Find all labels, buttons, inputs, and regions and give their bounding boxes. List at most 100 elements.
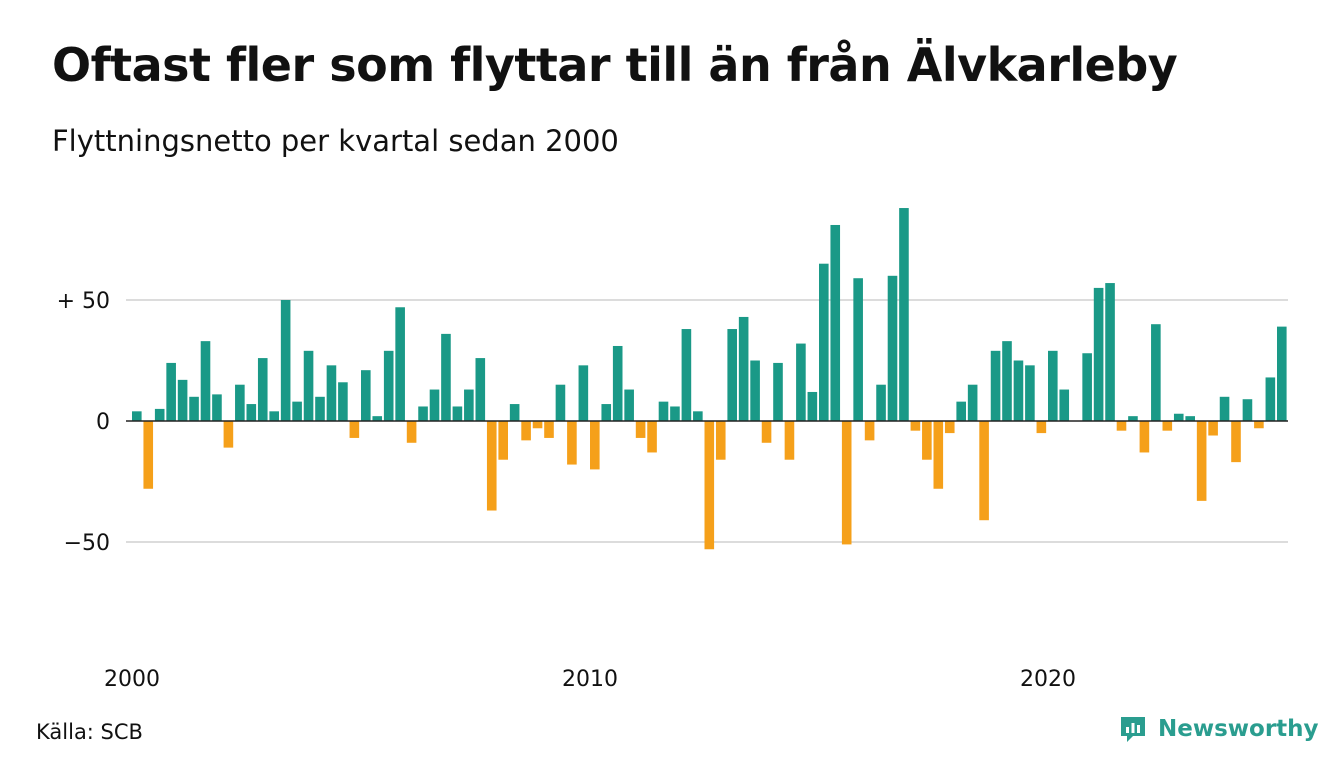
bar-2024K1: [1231, 421, 1241, 463]
bar-2003K4: [303, 350, 314, 421]
bar-2018K1: [956, 401, 966, 421]
bar-2014K3: [796, 343, 806, 421]
bar-2022K1: [1139, 421, 1150, 453]
bar-chart: + 50 0 −50 2000 2010 2020: [57, 208, 1288, 692]
bar-2014K4: [807, 391, 818, 421]
bar-2009K3: [567, 421, 577, 465]
bar-2003K1: [269, 411, 279, 421]
bar-2012K3: [704, 421, 715, 550]
bar-2006K3: [429, 389, 440, 421]
bar-2002K1: [223, 421, 234, 448]
bar-2001K2: [189, 396, 199, 421]
bar-2023K3: [1208, 421, 1218, 436]
bar-2001K3: [200, 341, 211, 421]
y-tick-label: 0: [96, 410, 110, 435]
bar-2001K1: [177, 379, 188, 421]
bar-2010K1: [590, 421, 600, 470]
y-tick-label: −50: [64, 531, 110, 556]
brand-logo: Newsworthy: [1118, 714, 1319, 744]
bar-2011K4: [670, 406, 680, 421]
bar-2010K3: [612, 345, 623, 421]
bar-2019K2: [1013, 360, 1024, 421]
bar-2008K3: [521, 421, 531, 441]
bar-2015K1: [819, 263, 829, 421]
bar-2012K1: [681, 329, 692, 421]
bar-2007K4: [486, 421, 497, 511]
bar-2023K4: [1219, 396, 1230, 421]
bar-2021K4: [1128, 416, 1138, 421]
bar-2019K4: [1036, 421, 1047, 434]
bar-2022K4: [1173, 413, 1184, 421]
bar-undefined: [1277, 326, 1287, 421]
bar-2018K2: [967, 384, 978, 421]
bar-2017K1: [910, 421, 921, 431]
source-note: Källa: SCB: [36, 720, 143, 744]
bar-undefined: [1242, 399, 1253, 421]
bar-2021K1: [1093, 287, 1104, 421]
bar-2015K2: [830, 224, 841, 421]
bar-2011K1: [635, 421, 646, 438]
bar-2006K2: [418, 406, 428, 421]
bar-2003K2: [280, 300, 291, 421]
bar-2005K3: [383, 350, 394, 421]
bar-2012K2: [693, 411, 703, 421]
bar-2008K4: [532, 421, 543, 429]
bar-2017K4: [944, 421, 955, 434]
bar-2010K2: [601, 404, 612, 421]
x-tick-label: 2000: [104, 667, 160, 692]
bar-2015K3: [841, 421, 852, 545]
bar-2004K3: [338, 382, 348, 421]
bar-2006K1: [406, 421, 417, 443]
bar-2020K2: [1059, 389, 1070, 421]
bar-2009K4: [578, 365, 589, 421]
bar-2016K4: [899, 208, 909, 421]
bar-2021K2: [1105, 283, 1115, 421]
bar-undefined: [1254, 421, 1264, 429]
x-tick-label: 2020: [1020, 667, 1076, 692]
bar-2011K3: [658, 401, 669, 421]
bar-2022K3: [1162, 421, 1173, 431]
bar-2001K4: [212, 394, 222, 421]
brand-name: Newsworthy: [1158, 716, 1319, 742]
bar-2005K2: [372, 416, 383, 421]
bar-2004K4: [349, 421, 360, 438]
bar-2002K3: [246, 404, 257, 421]
bar-undefined: [1265, 377, 1276, 421]
bar-2013K3: [750, 360, 760, 421]
bar-2009K1: [544, 421, 554, 438]
bar-2000K2: [143, 421, 154, 489]
bar-2013K1: [727, 329, 737, 421]
bar-2009K2: [555, 384, 566, 421]
bar-2018K4: [990, 350, 1001, 421]
bar-2011K2: [647, 421, 657, 453]
bar-2016K3: [887, 275, 898, 421]
bar-2002K2: [235, 384, 245, 421]
bar-2020K1: [1048, 350, 1058, 421]
bar-2016K1: [864, 421, 875, 441]
y-tick-label: + 50: [57, 289, 110, 314]
bar-2010K4: [624, 389, 634, 421]
chart-subtitle: Flyttningsnetto per kvartal sedan 2000: [52, 124, 619, 158]
x-tick-label: 2010: [562, 667, 618, 692]
bar-2008K1: [498, 421, 508, 460]
bar-2017K2: [922, 421, 932, 460]
bar-2019K1: [1002, 341, 1012, 421]
bar-2013K4: [761, 421, 772, 443]
bar-2023K1: [1185, 416, 1195, 421]
bar-2005K1: [361, 370, 371, 421]
bar-2004K1: [315, 396, 325, 421]
bar-2000K1: [132, 411, 142, 421]
bar-2007K2: [464, 389, 474, 421]
bar-2018K3: [979, 421, 989, 521]
bar-2012K4: [715, 421, 726, 460]
bar-2015K4: [853, 278, 863, 421]
bar-2021K3: [1116, 421, 1127, 431]
bar-2020K4: [1082, 353, 1092, 421]
bar-2016K2: [876, 384, 886, 421]
bar-2019K3: [1025, 365, 1035, 421]
bar-2007K1: [452, 406, 463, 421]
bar-2007K3: [475, 358, 486, 421]
bar-2000K3: [154, 408, 165, 421]
bar-2023K2: [1196, 421, 1207, 501]
bar-2003K3: [292, 401, 302, 421]
